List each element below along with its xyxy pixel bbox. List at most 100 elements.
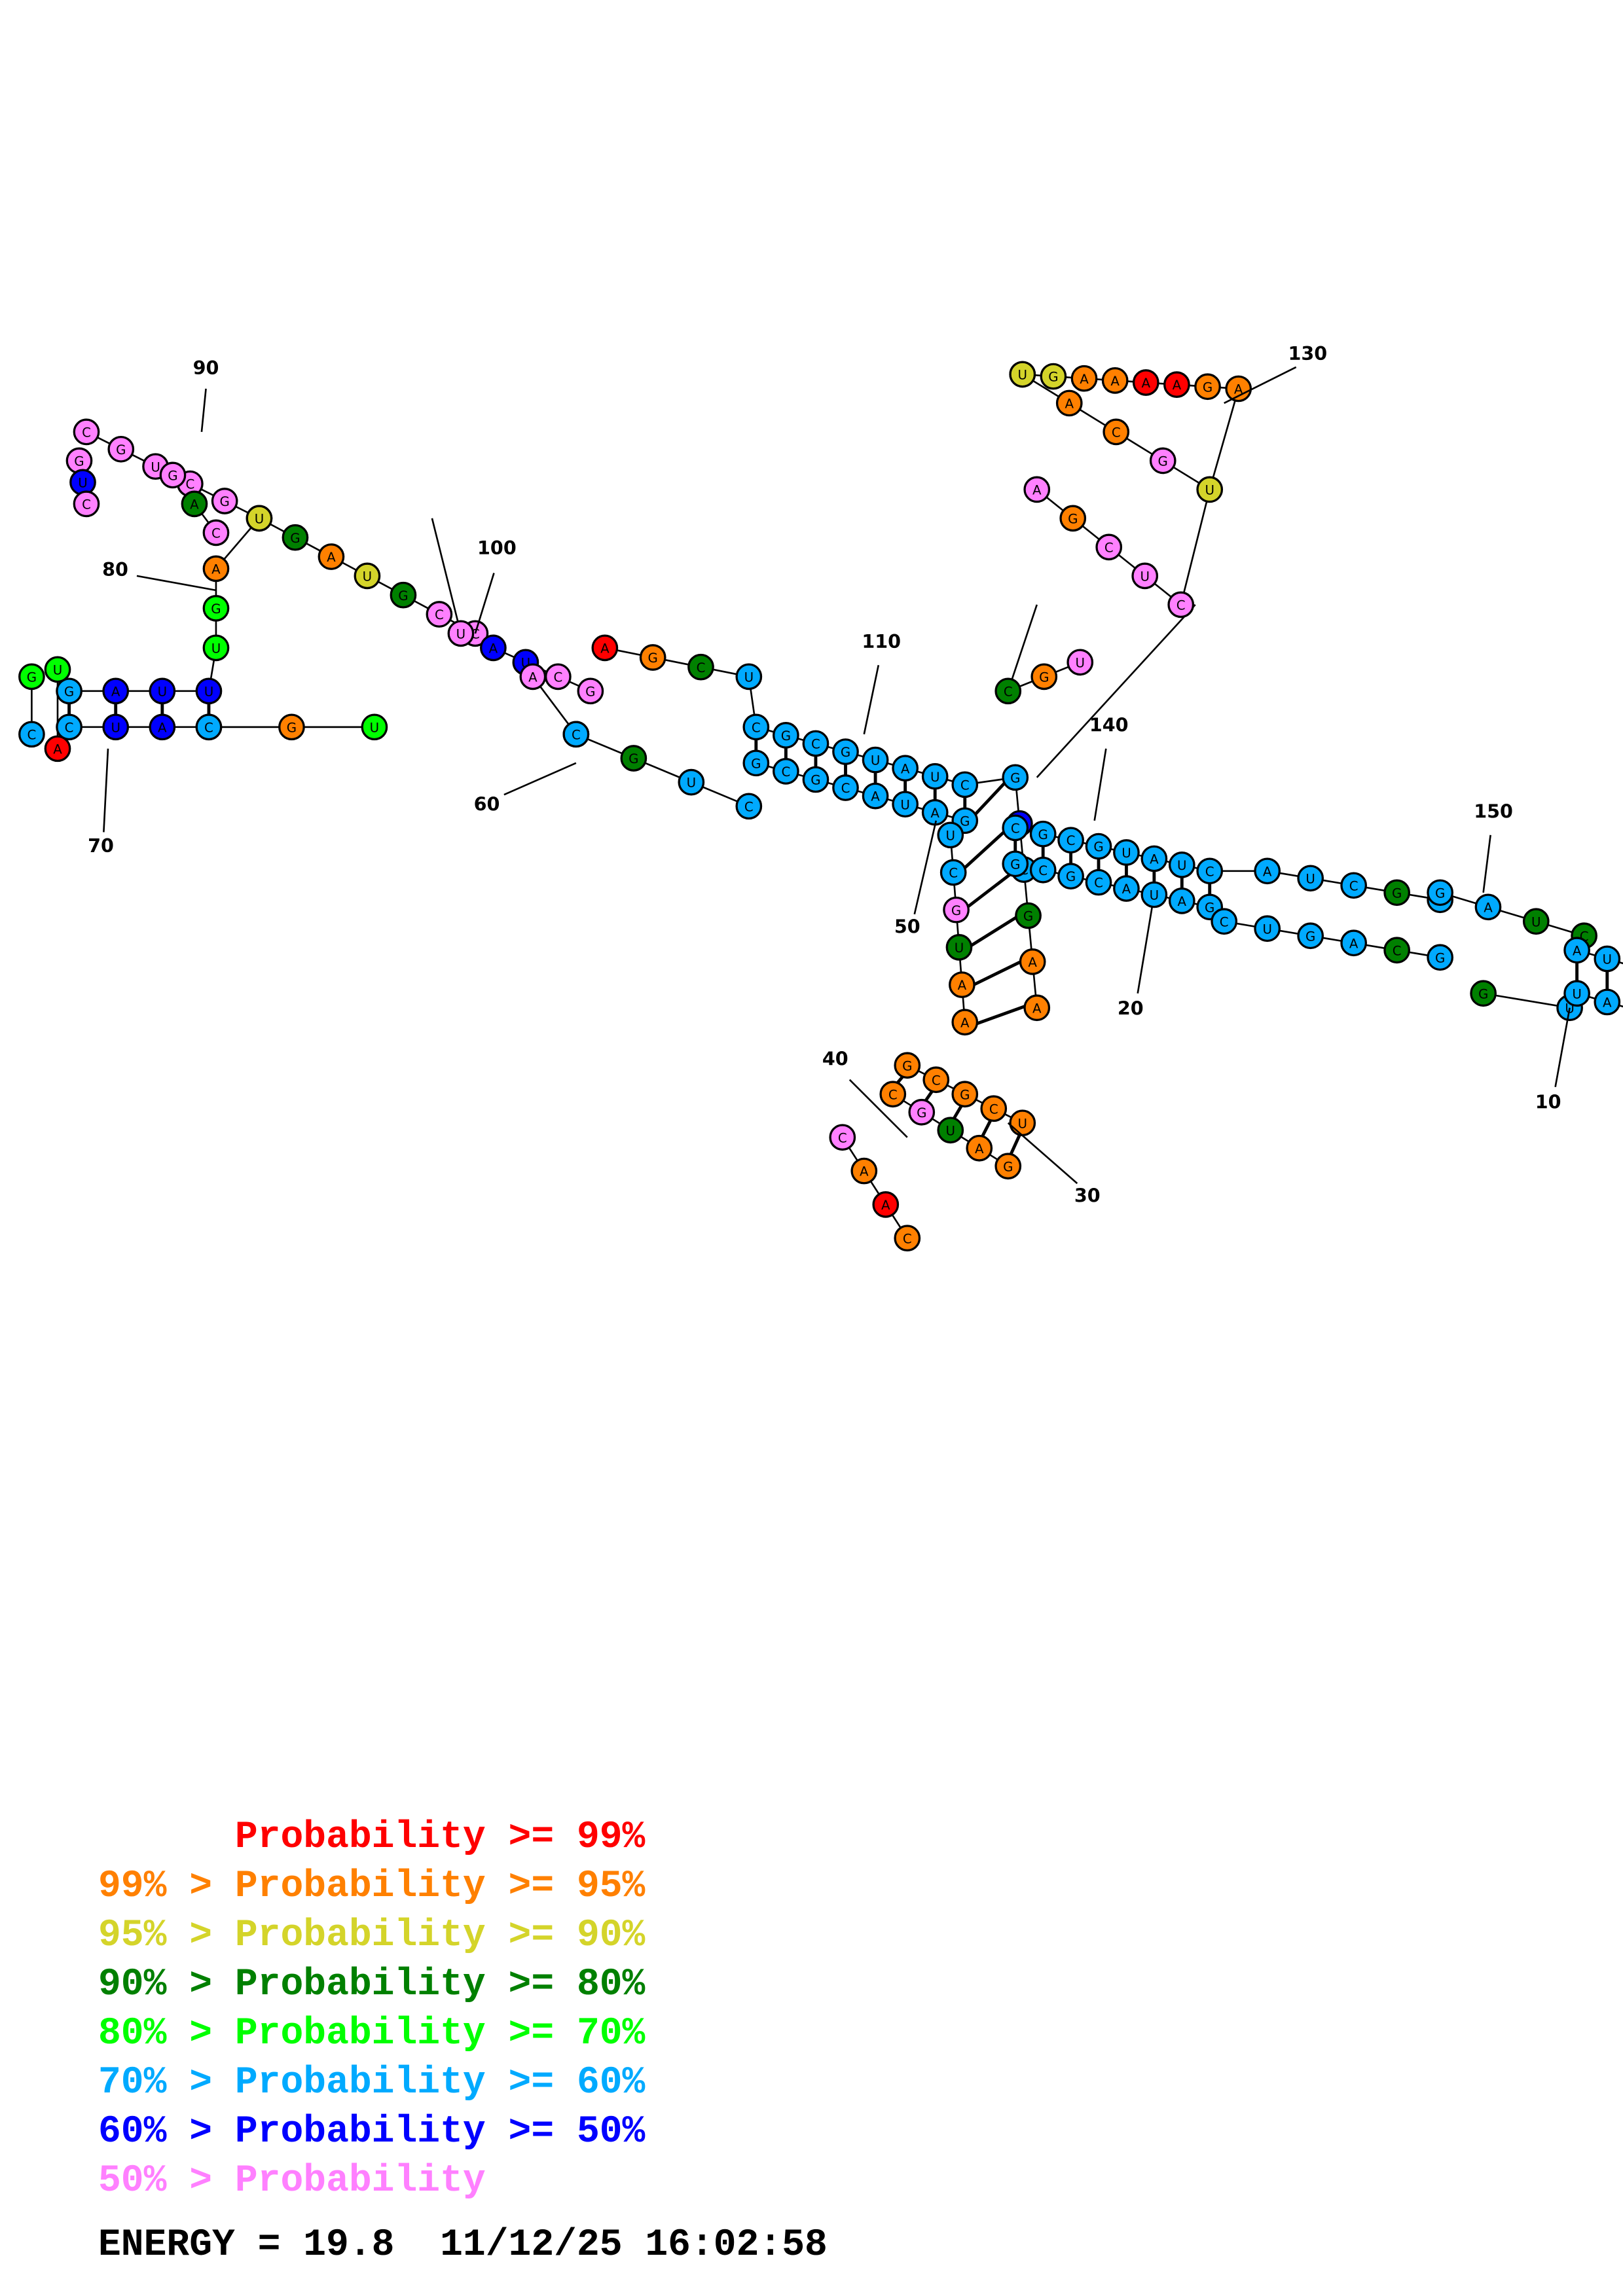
nucleotide-circle (1383, 937, 1411, 964)
nucleotide-letter: U (744, 670, 754, 685)
nucleotide-letter: A (1173, 378, 1182, 393)
nucleotide-letter: G (648, 651, 658, 666)
nucleotide-letter: C (932, 1073, 941, 1088)
nucleotide-circle (862, 782, 889, 810)
nucleotide: G (1057, 863, 1084, 889)
nucleotide-circle (945, 934, 973, 961)
legend-row: 95% > Probability >= 90% (98, 1911, 645, 1960)
nucleotide: A (1254, 857, 1281, 885)
nucleotide: U (678, 768, 705, 796)
nucleotide: A (480, 634, 507, 662)
nucleotide-letter: G (64, 684, 74, 699)
nucleotide: A (318, 543, 345, 570)
nucleotide: A (1340, 929, 1368, 957)
nucleotide: G (1383, 879, 1411, 906)
nucleotide: G (894, 1052, 921, 1079)
nucleotide-circle (1131, 562, 1159, 590)
nucleotide-circle (687, 653, 714, 681)
nucleotide: G (278, 713, 305, 741)
nucleotide: G (1002, 764, 1029, 791)
nucleotide: U (1196, 476, 1224, 503)
nucleotide-letter: C (903, 1231, 912, 1246)
nucleotide-circle (1563, 937, 1590, 964)
nucleotide: C (939, 859, 967, 886)
nucleotide-circle (102, 713, 130, 741)
position-tick (474, 573, 495, 634)
nucleotide: G (1149, 447, 1176, 475)
nucleotide-letter: A (1349, 936, 1359, 951)
nucleotide-letter: C (949, 866, 958, 881)
nucleotide: C (1103, 418, 1130, 446)
nucleotide-letter: G (1305, 929, 1315, 944)
nucleotide-circle (832, 738, 859, 765)
legend-lower-bound: 70% > (98, 2062, 235, 2104)
nucleotide-letter: G (287, 720, 297, 735)
nucleotide-letter: A (1234, 382, 1243, 397)
nucleotide: G (1040, 363, 1067, 390)
nucleotide-circle (1057, 827, 1084, 854)
nucleotide-circle (1085, 869, 1112, 896)
nucleotide-letter: U (946, 828, 955, 843)
nucleotide-circle (447, 620, 475, 647)
nucleotide-letter: C (1393, 943, 1402, 958)
position-tick (200, 388, 207, 433)
nucleotide: U (361, 713, 388, 741)
nucleotide-letter: C (1004, 684, 1013, 699)
nucleotide: G (943, 896, 970, 924)
nucleotide: C (879, 1081, 907, 1108)
nucleotide: A (862, 782, 889, 810)
nucleotide: U (1594, 945, 1621, 973)
nucleotide: U (937, 821, 964, 849)
nucleotide: A (850, 1157, 878, 1185)
nucleotide: G (211, 488, 238, 514)
nucleotide-circle (1132, 369, 1159, 396)
nucleotide-letter: U (456, 626, 465, 641)
nucleotide-letter: C (1176, 598, 1186, 613)
nucleotide: C (1029, 856, 1057, 884)
nucleotide-circle (1002, 814, 1029, 842)
nucleotide-letter: U (78, 475, 87, 490)
nucleotide-circle (1140, 881, 1168, 908)
nucleotide-letter: G (1048, 370, 1058, 385)
backbone-link (431, 518, 462, 634)
nucleotide-letter: U (930, 770, 939, 785)
nucleotide: A (1474, 893, 1502, 921)
backbone-link (1180, 489, 1211, 605)
nucleotide-circle (894, 1225, 921, 1252)
position-label: 20 (1118, 997, 1144, 1020)
nucleotide: A (1070, 365, 1098, 392)
nucleotide-circle (802, 730, 830, 757)
nucleotide-letter: G (116, 442, 126, 457)
nucleotide-circle (149, 677, 176, 705)
nucleotide-circle (980, 1095, 1008, 1122)
nucleotide: C (1095, 533, 1123, 561)
nucleotide-letter: C (752, 720, 761, 735)
nucleotide-circle (562, 721, 590, 748)
legend-lower-bound: 95% > (98, 1914, 235, 1957)
nucleotide: U (1522, 908, 1550, 935)
nucleotide-circle (1225, 375, 1252, 403)
nucleotide-circle (202, 595, 230, 622)
legend-row: 80% > Probability >= 70% (98, 2009, 645, 2058)
nucleotide-letter: G (1023, 909, 1033, 924)
legend-upper-bound: 99% (576, 1816, 646, 1859)
nucleotide-letter: G (290, 531, 300, 546)
nucleotide-circle (1474, 893, 1502, 921)
nucleotide: U (1113, 839, 1140, 866)
nucleotide: G (577, 677, 604, 705)
nucleotide: C (195, 713, 223, 741)
nucleotide: A (202, 555, 230, 583)
nucleotide-letter: C (1067, 833, 1076, 848)
nucleotide-circle (879, 1081, 907, 1108)
nucleotide-circle (1070, 365, 1098, 392)
nucleotide-letter: U (370, 720, 379, 735)
nucleotide-circle (1340, 929, 1368, 957)
nucleotide-letter: U (151, 459, 160, 475)
nucleotide: A (951, 1009, 979, 1036)
legend-lower-bound (98, 1816, 235, 1859)
nucleotide-letter: C (1205, 864, 1214, 879)
nucleotide-letter: G (74, 454, 84, 469)
nucleotide-letter: A (958, 978, 967, 993)
nucleotide-circle (361, 713, 388, 741)
nucleotide-circle (1103, 418, 1130, 446)
